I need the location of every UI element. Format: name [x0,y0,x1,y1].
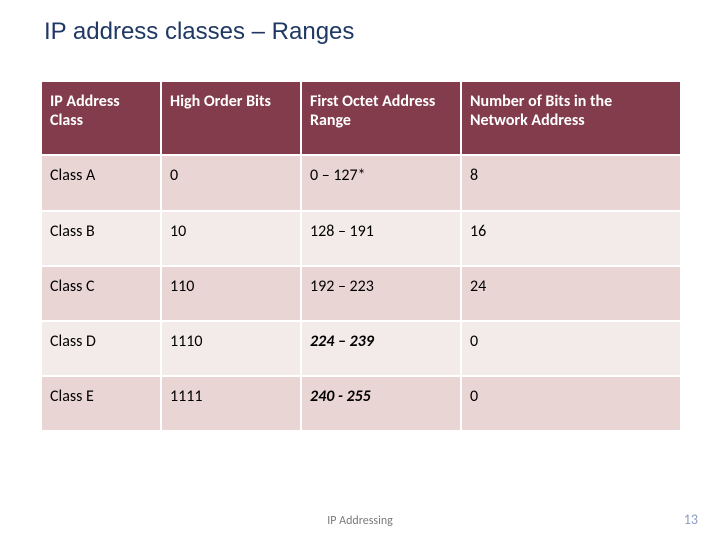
th-network-bits: Number of Bits in the Network Address [461,81,681,155]
table-cell: 0 – 127* [301,155,461,210]
table-row: Class A00 – 127*8 [41,155,681,210]
table-cell: Class E [41,376,161,431]
table-cell: 0 [461,376,681,431]
ip-class-table: IP Address Class High Order Bits First O… [40,80,682,432]
table-cell: 10 [161,211,301,266]
table-cell: 1110 [161,321,301,376]
table-row: Class E1111240 - 2550 [41,376,681,431]
th-ip-class: IP Address Class [41,81,161,155]
table-cell: 16 [461,211,681,266]
th-first-octet-range: First Octet Address Range [301,81,461,155]
slide-title: IP address classes – Ranges [44,18,354,46]
table-row: Class D1110224 – 2390 [41,321,681,376]
table-cell: 0 [461,321,681,376]
table-header-row: IP Address Class High Order Bits First O… [41,81,681,155]
table-cell: Class D [41,321,161,376]
table-cell: 240 - 255 [301,376,461,431]
table-cell: 24 [461,266,681,321]
table-cell: 0 [161,155,301,210]
th-high-order-bits: High Order Bits [161,81,301,155]
table-cell: Class C [41,266,161,321]
table-body: Class A00 – 127*8Class B10128 – 19116Cla… [41,155,681,431]
table-row: Class B10128 – 19116 [41,211,681,266]
table-cell: 128 – 191 [301,211,461,266]
table-cell: 1111 [161,376,301,431]
table-cell: Class B [41,211,161,266]
footer-center-text: IP Addressing [0,514,720,528]
footer-page-number: 13 [684,511,698,528]
table-cell: 192 – 223 [301,266,461,321]
table-cell: 224 – 239 [301,321,461,376]
table-cell: 110 [161,266,301,321]
table-row: Class C110192 – 22324 [41,266,681,321]
table-cell: 8 [461,155,681,210]
table-cell: Class A [41,155,161,210]
